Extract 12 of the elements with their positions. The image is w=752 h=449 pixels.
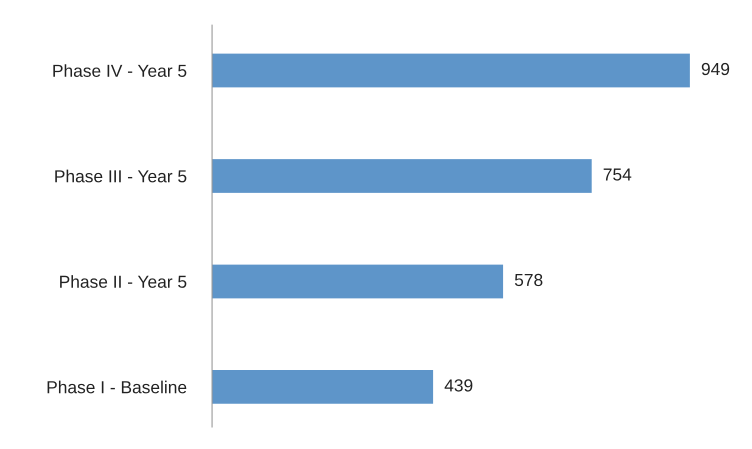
y-tick-label: Phase III - Year 5 [55,170,186,182]
data-label: 578 [514,274,542,286]
data-label: 439 [444,379,472,392]
data-label: 949 [702,62,730,76]
y-tick-label: Phase II - Year 5 [60,275,186,288]
data-label: 754 [604,168,632,181]
bar [212,54,690,88]
y-tick-label: Phase IV - Year 5 [53,64,186,77]
y-tick-label: Phase I - Baseline [48,380,186,394]
bar [212,159,592,193]
bar [212,370,434,404]
bar [212,264,504,298]
